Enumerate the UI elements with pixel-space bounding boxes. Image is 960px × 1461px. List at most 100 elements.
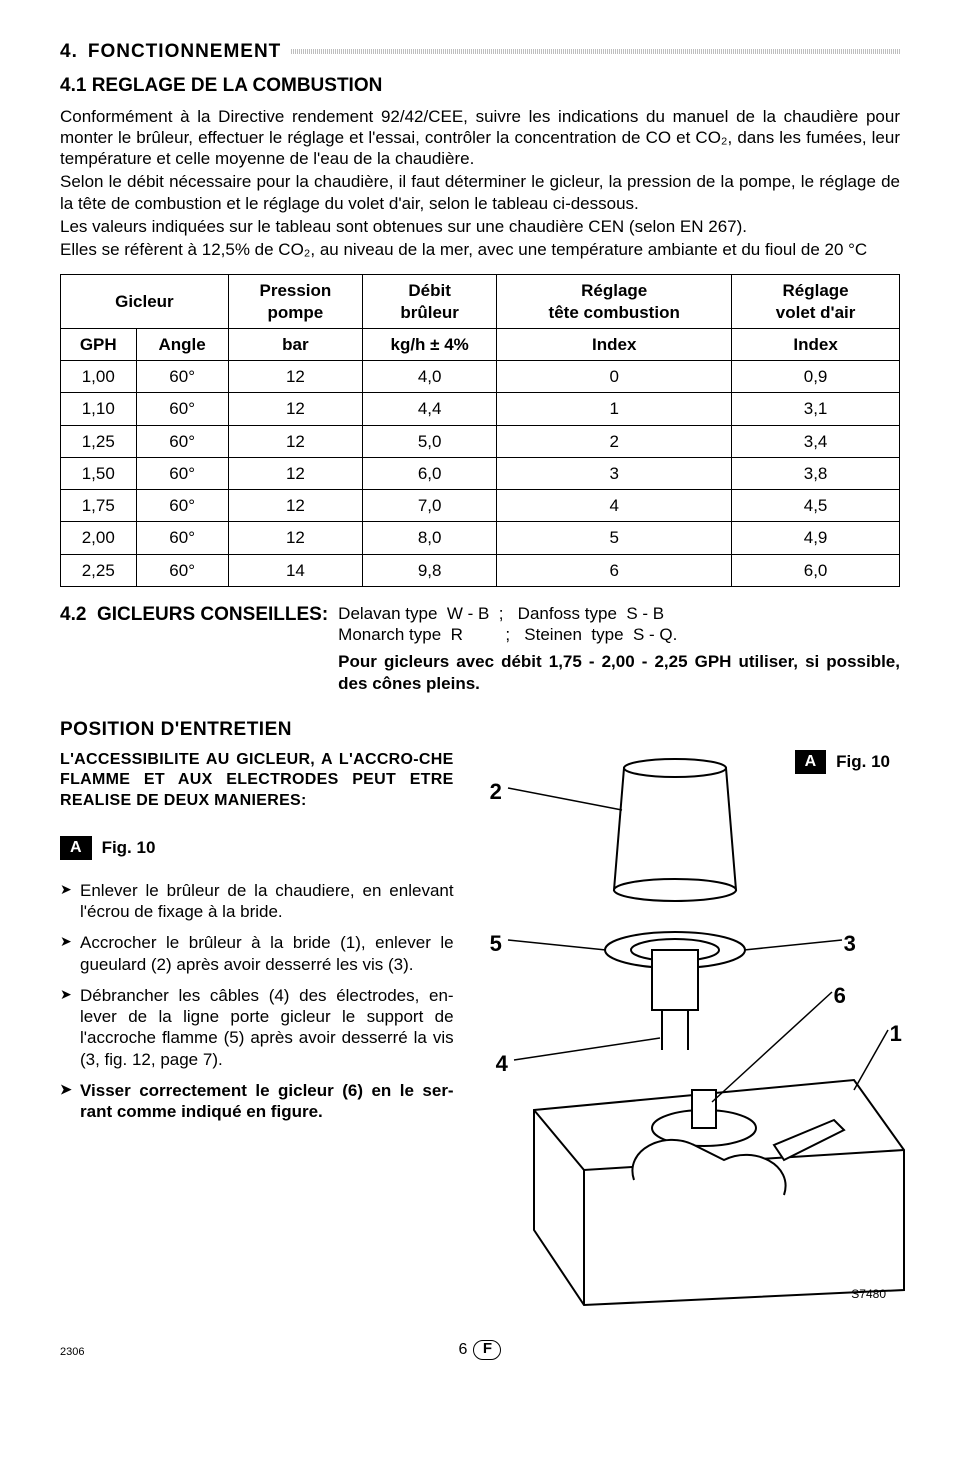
table-cell: 60° bbox=[136, 361, 228, 393]
gicleurs-body: Delavan type W - B ; Danfoss type S - B … bbox=[328, 603, 900, 694]
diagram-callout: 6 bbox=[834, 982, 846, 1010]
left-column: L'ACCESSIBILITE AU GICLEUR, A L'ACCRO-CH… bbox=[60, 750, 454, 1310]
subsection-4-2-number: 4.2 bbox=[60, 604, 86, 625]
diagram-callout: 1 bbox=[890, 1020, 902, 1048]
bullet-item: Enlever le brûleur de la chaudiere, en e… bbox=[60, 880, 454, 923]
page-footer: 2306 6 F bbox=[60, 1340, 900, 1360]
table-row: 1,5060°126,033,8 bbox=[61, 457, 900, 489]
table-cell: 1,10 bbox=[61, 393, 137, 425]
diagram-fig-10: S7480 2 5 4 3 6 1 bbox=[474, 750, 900, 1310]
table-cell: 1,00 bbox=[61, 361, 137, 393]
bullet-list: Enlever le brûleur de la chaudiere, en e… bbox=[60, 880, 454, 1123]
th-volet: Réglage volet d'air bbox=[732, 275, 900, 329]
table-cell: 4,0 bbox=[363, 361, 497, 393]
diagram-code: S7480 bbox=[851, 1287, 886, 1302]
diagram-callout: 5 bbox=[490, 930, 502, 958]
two-column-layout: L'ACCESSIBILITE AU GICLEUR, A L'ACCRO-CH… bbox=[60, 750, 900, 1310]
subsection-4-1-number: 4.1 bbox=[60, 75, 86, 96]
subsection-4-1-title: 4.1 REGLAGE DE LA COMBUSTION bbox=[60, 74, 900, 98]
tag-a-left: A bbox=[60, 836, 92, 860]
diagram-callout: 2 bbox=[490, 778, 502, 806]
subsection-4-2-label: 4.2 GICLEURS CONSEILLES: bbox=[60, 603, 328, 694]
diagram-callout: 4 bbox=[496, 1050, 508, 1078]
table-cell: 0,9 bbox=[732, 361, 900, 393]
section-title-text: FONCTIONNEMENT bbox=[88, 40, 281, 64]
table-cell: 3 bbox=[497, 457, 732, 489]
para-3: Les valeurs indiquées sur le tableau son… bbox=[60, 216, 900, 237]
table-cell: 60° bbox=[136, 554, 228, 586]
table-cell: 3,4 bbox=[732, 425, 900, 457]
th-tete: Réglage tête combustion bbox=[497, 275, 732, 329]
subsection-4-2: 4.2 GICLEURS CONSEILLES: Delavan type W … bbox=[60, 603, 900, 694]
table-cell: 3,8 bbox=[732, 457, 900, 489]
th-angle: Angle bbox=[136, 328, 228, 360]
access-caps: L'ACCESSIBILITE AU GICLEUR, A L'ACCRO-CH… bbox=[60, 750, 454, 812]
footer-lang-badge: F bbox=[473, 1340, 501, 1360]
table-cell: 14 bbox=[228, 554, 362, 586]
diagram-callout: 3 bbox=[844, 930, 856, 958]
table-row: 1,7560°127,044,5 bbox=[61, 490, 900, 522]
section-4-title: 4. FONCTIONNEMENT bbox=[60, 40, 900, 64]
th-gicleur: Gicleur bbox=[61, 275, 229, 329]
table-row: 2,0060°128,054,9 bbox=[61, 522, 900, 554]
th-pression: Pression pompe bbox=[228, 275, 362, 329]
table-cell: 12 bbox=[228, 522, 362, 554]
table-cell: 4,4 bbox=[363, 393, 497, 425]
table-cell: 6,0 bbox=[363, 457, 497, 489]
subsection-4-2-text: GICLEURS CONSEILLES: bbox=[97, 604, 328, 625]
fig-label-left: A Fig. 10 bbox=[60, 836, 155, 860]
table-cell: 9,8 bbox=[363, 554, 497, 586]
para-1: Conformément à la Directive rendement 92… bbox=[60, 106, 900, 170]
th-debit: Débit brûleur bbox=[363, 275, 497, 329]
table-cell: 12 bbox=[228, 425, 362, 457]
bullet-item: Débrancher les câbles (4) des électrodes… bbox=[60, 985, 454, 1070]
table-cell: 1,75 bbox=[61, 490, 137, 522]
table-cell: 6 bbox=[497, 554, 732, 586]
th-kgh: kg/h ± 4% bbox=[363, 328, 497, 360]
table-cell: 1 bbox=[497, 393, 732, 425]
subsection-4-1-text: REGLAGE DE LA COMBUSTION bbox=[92, 75, 383, 96]
bullet-item: Visser correctement le gicleur (6) en le… bbox=[60, 1080, 454, 1123]
position-title: POSITION D'ENTRETIEN bbox=[60, 718, 900, 742]
table-cell: 12 bbox=[228, 393, 362, 425]
th-bar: bar bbox=[228, 328, 362, 360]
table-cell: 60° bbox=[136, 457, 228, 489]
right-column: A Fig. 10 bbox=[474, 750, 900, 1310]
table-cell: 0 bbox=[497, 361, 732, 393]
table-cell: 60° bbox=[136, 490, 228, 522]
table-cell: 3,1 bbox=[732, 393, 900, 425]
table-cell: 1,50 bbox=[61, 457, 137, 489]
para-2: Selon le débit nécessaire pour la chaudi… bbox=[60, 171, 900, 214]
table-cell: 4,9 bbox=[732, 522, 900, 554]
table-cell: 12 bbox=[228, 490, 362, 522]
table-cell: 2,00 bbox=[61, 522, 137, 554]
table-cell: 2 bbox=[497, 425, 732, 457]
table-row: 1,1060°124,413,1 bbox=[61, 393, 900, 425]
table-cell: 5,0 bbox=[363, 425, 497, 457]
table-cell: 7,0 bbox=[363, 490, 497, 522]
table-cell: 4,5 bbox=[732, 490, 900, 522]
table-cell: 5 bbox=[497, 522, 732, 554]
para-4: Elles se réfèrent à 12,5% de CO₂, au niv… bbox=[60, 239, 900, 260]
table-cell: 4 bbox=[497, 490, 732, 522]
table-cell: 1,25 bbox=[61, 425, 137, 457]
th-index1: Index bbox=[497, 328, 732, 360]
table-cell: 12 bbox=[228, 457, 362, 489]
diagram-svg bbox=[474, 750, 914, 1310]
footer-page-num: 6 bbox=[459, 1340, 468, 1360]
title-rule bbox=[291, 49, 900, 54]
fig-text-left: Fig. 10 bbox=[102, 837, 156, 858]
table-cell: 8,0 bbox=[363, 522, 497, 554]
section-number: 4. bbox=[60, 40, 78, 64]
gicleurs-line-1: Delavan type W - B ; Danfoss type S - B bbox=[338, 603, 900, 624]
table-cell: 2,25 bbox=[61, 554, 137, 586]
table-cell: 60° bbox=[136, 522, 228, 554]
bullet-item: Accrocher le brûleur à la bride (1), enl… bbox=[60, 932, 454, 975]
footer-doc-code: 2306 bbox=[60, 1346, 84, 1360]
gicleurs-bold-note: Pour gicleurs avec débit 1,75 - 2,00 - 2… bbox=[338, 651, 900, 694]
th-index2: Index bbox=[732, 328, 900, 360]
combustion-table: Gicleur Pression pompe Débit brûleur Rég… bbox=[60, 274, 900, 587]
table-cell: 60° bbox=[136, 425, 228, 457]
table-row: 1,2560°125,023,4 bbox=[61, 425, 900, 457]
table-row: 2,2560°149,866,0 bbox=[61, 554, 900, 586]
